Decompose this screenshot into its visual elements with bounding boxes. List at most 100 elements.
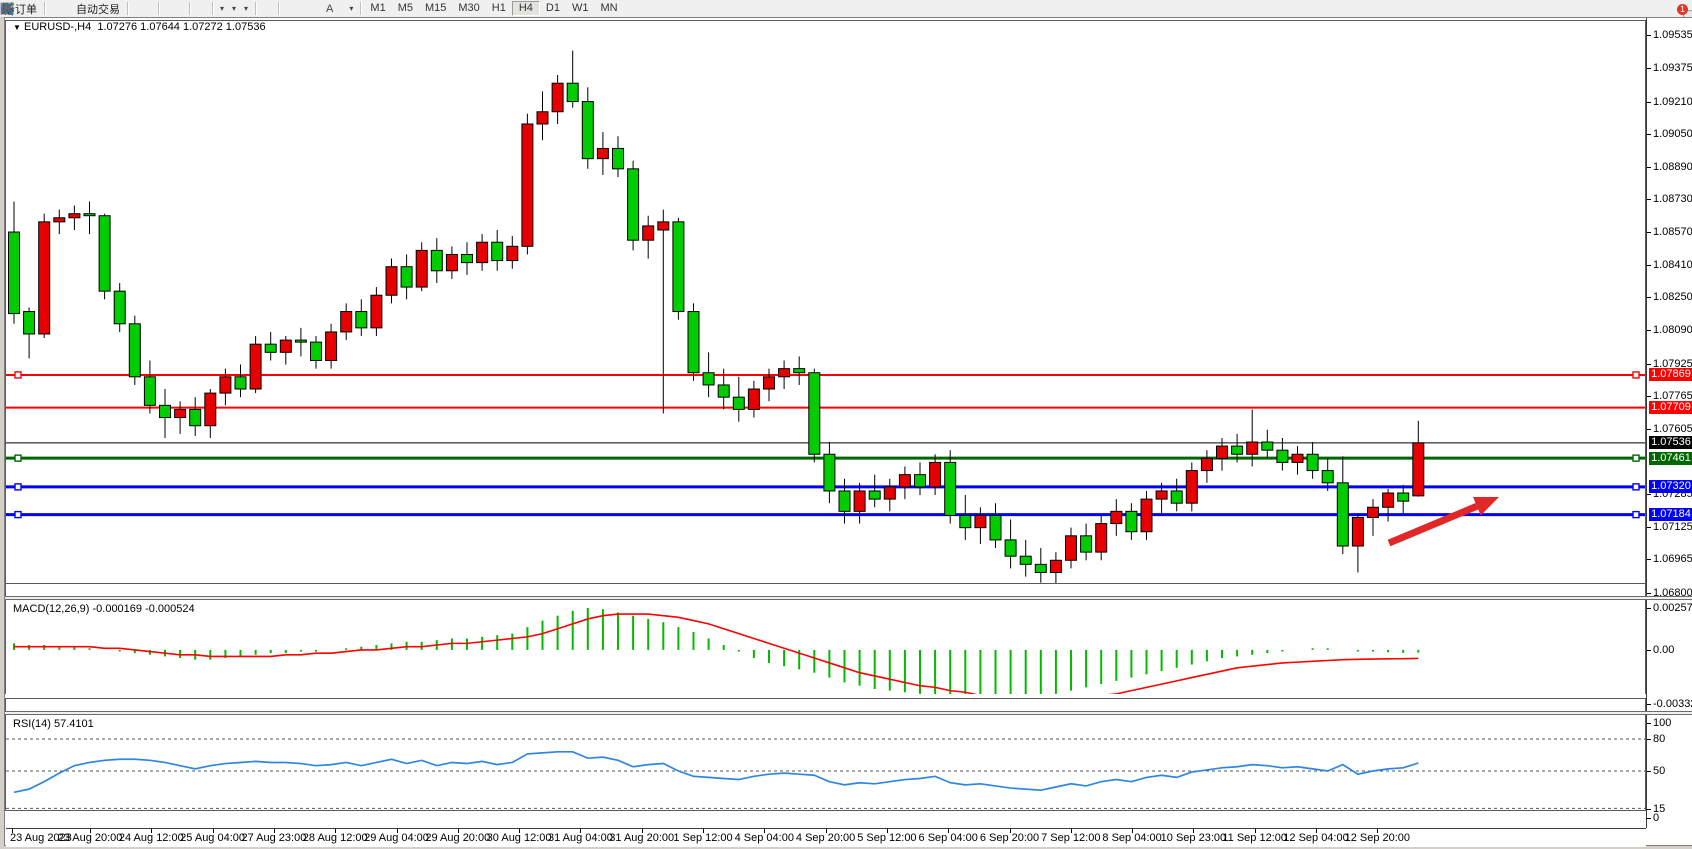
candle-body[interactable] bbox=[1261, 441, 1274, 451]
candle-body[interactable] bbox=[763, 376, 775, 390]
candle-body[interactable] bbox=[1004, 539, 1017, 557]
candle-body[interactable] bbox=[989, 514, 1002, 541]
hline-handle[interactable] bbox=[14, 371, 22, 379]
candle-body[interactable] bbox=[672, 221, 685, 313]
candle-body[interactable] bbox=[1125, 510, 1138, 533]
candle-body[interactable] bbox=[204, 392, 217, 427]
annotation-arrow-head[interactable] bbox=[1473, 497, 1499, 516]
candle-body[interactable] bbox=[898, 474, 911, 488]
timeframe-button-m1[interactable]: M1 bbox=[370, 2, 386, 14]
timeframe-button-m30[interactable]: M30 bbox=[458, 2, 480, 14]
candle-body[interactable] bbox=[370, 294, 383, 329]
paint-button[interactable] bbox=[2, 1, 56, 17]
hline-handle[interactable] bbox=[14, 510, 22, 519]
candle-body[interactable] bbox=[1080, 535, 1093, 553]
candle-body[interactable] bbox=[415, 249, 428, 288]
candle-body[interactable] bbox=[445, 253, 458, 272]
candle-body[interactable] bbox=[1019, 555, 1032, 565]
candle-body[interactable] bbox=[1155, 490, 1168, 500]
candle-body[interactable] bbox=[1216, 445, 1228, 459]
timeframe-button-h1[interactable]: H1 bbox=[491, 2, 506, 14]
templates-button[interactable]: ▾ bbox=[0, 1, 252, 17]
timeframe-button-w1[interactable]: W1 bbox=[571, 2, 589, 14]
candle-body[interactable] bbox=[717, 384, 730, 398]
candle-body[interactable] bbox=[1095, 523, 1108, 553]
candle-body[interactable] bbox=[506, 245, 519, 262]
candle-body[interactable] bbox=[1246, 441, 1259, 455]
candle-body[interactable] bbox=[189, 408, 202, 427]
candle-body[interactable] bbox=[400, 266, 413, 288]
zoom-in-button[interactable] bbox=[1, 1, 170, 17]
candle-body[interactable] bbox=[1412, 442, 1425, 497]
vline-tool-button[interactable] bbox=[4, 1, 290, 17]
candle-body[interactable] bbox=[385, 266, 398, 296]
auto-scroll-button[interactable] bbox=[2, 1, 201, 17]
signal-button[interactable] bbox=[0, 1, 72, 17]
candle-body[interactable] bbox=[747, 388, 760, 410]
periods-button[interactable]: ▾ bbox=[1, 1, 240, 17]
channel-tool-button[interactable]: E bbox=[0, 1, 314, 17]
candle-body[interactable] bbox=[234, 376, 247, 390]
fibonacci-tool-button[interactable]: F bbox=[1, 1, 322, 17]
candle-body[interactable] bbox=[264, 343, 277, 353]
candle-body[interactable] bbox=[1291, 453, 1304, 463]
candle-body[interactable] bbox=[883, 486, 896, 500]
candle-body[interactable] bbox=[551, 82, 564, 113]
hline-handle[interactable] bbox=[1632, 371, 1640, 379]
candle-body[interactable] bbox=[294, 339, 307, 343]
candle-body[interactable] bbox=[808, 372, 821, 455]
candle-body[interactable] bbox=[159, 404, 171, 419]
zoom-out-button[interactable] bbox=[1, 1, 178, 17]
candle-body[interactable] bbox=[1185, 470, 1198, 504]
tile-windows-button[interactable] bbox=[1, 1, 186, 17]
candle-chart-button[interactable] bbox=[1, 1, 147, 17]
candle-body[interactable] bbox=[612, 147, 624, 170]
candle-body[interactable] bbox=[702, 372, 715, 386]
candle-body[interactable] bbox=[38, 221, 51, 335]
candle-body[interactable] bbox=[430, 249, 443, 272]
candle-body[interactable] bbox=[838, 490, 851, 512]
candle-body[interactable] bbox=[627, 168, 640, 241]
collapse-caret-icon[interactable]: ▼ bbox=[13, 23, 21, 32]
candle-body[interactable] bbox=[279, 339, 292, 353]
candle-body[interactable] bbox=[1110, 510, 1123, 525]
text-tool-button[interactable]: A bbox=[322, 1, 337, 17]
hline-handle[interactable] bbox=[14, 483, 22, 491]
candle-body[interactable] bbox=[8, 231, 20, 315]
hline-handle[interactable] bbox=[1632, 483, 1640, 491]
candle-body[interactable] bbox=[310, 341, 322, 361]
candle-body[interactable] bbox=[249, 343, 262, 390]
candle-body[interactable] bbox=[340, 311, 353, 333]
rsi-pane[interactable] bbox=[5, 698, 1646, 811]
candle-body[interactable] bbox=[1397, 492, 1410, 502]
candle-body[interactable] bbox=[944, 461, 957, 516]
hline-tool-button[interactable] bbox=[1, 1, 298, 17]
candle-body[interactable] bbox=[461, 253, 473, 264]
timeframe-button-d1[interactable]: D1 bbox=[545, 2, 560, 14]
candle-body[interactable] bbox=[793, 368, 806, 374]
profile-button[interactable] bbox=[0, 1, 64, 17]
candle-body[interactable] bbox=[476, 241, 489, 264]
candle-body[interactable] bbox=[98, 215, 111, 292]
pane-splitter-rsi[interactable] bbox=[5, 711, 1692, 715]
candle-body[interactable] bbox=[1140, 498, 1153, 533]
candle-body[interactable] bbox=[974, 514, 987, 529]
pane-splitter-macd[interactable] bbox=[5, 596, 1692, 600]
candle-body[interactable] bbox=[23, 311, 36, 335]
candle-body[interactable] bbox=[1065, 535, 1077, 561]
candle-body[interactable] bbox=[581, 101, 594, 160]
candle-body[interactable] bbox=[1049, 559, 1062, 574]
candle-body[interactable] bbox=[642, 225, 655, 241]
text-label-tool-button[interactable]: T bbox=[0, 1, 345, 17]
candle-body[interactable] bbox=[778, 368, 791, 378]
candle-body[interactable] bbox=[68, 213, 81, 219]
hline-handle[interactable] bbox=[14, 454, 22, 462]
candle-body[interactable] bbox=[1306, 453, 1319, 472]
candle-body[interactable] bbox=[53, 217, 66, 223]
candle-body[interactable] bbox=[596, 147, 609, 160]
candle-body[interactable] bbox=[1382, 492, 1395, 508]
candle-body[interactable] bbox=[1321, 470, 1334, 484]
candle-body[interactable] bbox=[128, 323, 141, 378]
candle-body[interactable] bbox=[491, 241, 504, 262]
candle-body[interactable] bbox=[521, 123, 534, 247]
